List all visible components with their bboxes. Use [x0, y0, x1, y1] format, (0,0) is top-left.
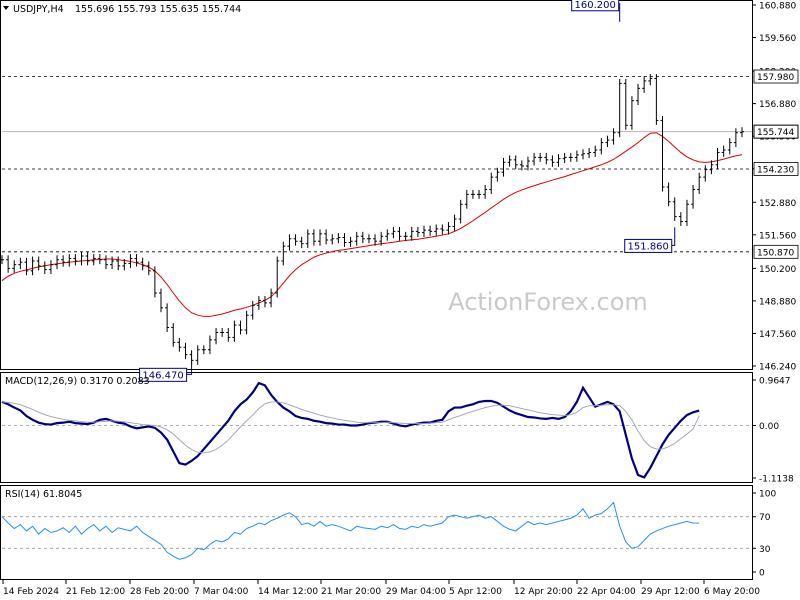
macd-panel-frame [0, 372, 753, 483]
y-tick-label: 160.880 [759, 2, 796, 12]
x-tick-label: 21 Mar 20:00 [321, 587, 381, 597]
annotation-box [571, 0, 620, 12]
x-tick-label: 14 Feb 2024 [3, 587, 59, 597]
rsi-y-tick-label: 0 [759, 569, 765, 579]
macd-signal-line [1, 401, 700, 454]
price-panel-title: USDJPY,H4 [13, 4, 64, 15]
macd-y-tick-label: -1.1138 [759, 475, 794, 485]
watermark: ActionForex.com [448, 288, 648, 316]
level-tag-157.980: 157.980 [753, 69, 799, 84]
macd-line [1, 381, 700, 479]
x-tick-label: 29 Mar 04:00 [386, 587, 446, 597]
annotation-box [139, 367, 188, 382]
current-price-label: 155.744 [757, 128, 794, 138]
level-tag-label: 154.230 [757, 165, 794, 175]
x-tick-label: 5 Apr 12:00 [449, 587, 502, 597]
x-tick-label: 28 Feb 20:00 [130, 587, 189, 597]
y-tick-label: 156.880 [759, 100, 796, 110]
moving-average-line [1, 132, 743, 317]
annotation-pointer [186, 360, 193, 375]
annotation-label: 160.200 [575, 0, 616, 11]
x-tick-label: 6 May 20:00 [704, 587, 760, 597]
level-tag-box [753, 244, 799, 259]
level-tag-label: 150.870 [757, 248, 794, 258]
level-tag-label: 157.980 [757, 73, 794, 83]
level-tag-150.870: 150.870 [753, 244, 799, 259]
y-tick-label: 148.880 [759, 297, 796, 307]
rsi-y-tick-label: 70 [759, 513, 771, 523]
annotation-pointer [671, 227, 676, 246]
y-tick-label: 159.560 [759, 34, 796, 44]
x-tick-label: 21 Feb 12:00 [66, 587, 125, 597]
x-tick-label: 7 Mar 04:00 [194, 587, 249, 597]
rsi-y-tick-label: 30 [759, 545, 771, 555]
x-tick-label: 22 Apr 04:00 [577, 587, 636, 597]
macd-y-tick-label: 0.00 [759, 422, 779, 432]
y-tick-label: 151.560 [759, 231, 796, 241]
macd-y-tick-label: 0.9647 [759, 377, 791, 387]
annotation-146.470: 146.470 [139, 360, 193, 382]
macd-panel-title: MACD(12,26,9) 0.3170 0.2083 [5, 376, 150, 387]
price-panel-frame [0, 0, 753, 370]
annotation-151.860: 151.860 [624, 227, 676, 253]
annotation-label: 151.860 [628, 241, 669, 252]
ohlc-readout: 155.696 155.793 155.635 155.744 [75, 4, 241, 15]
current-price-box [753, 124, 799, 139]
level-tag-154.230: 154.230 [753, 162, 799, 176]
y-tick-label: 152.880 [759, 199, 796, 209]
annotation-label: 146.470 [142, 370, 183, 381]
current-price-tag: 155.744 [753, 124, 799, 139]
annotation-box [624, 238, 673, 253]
annotation-160.200: 160.200 [571, 0, 621, 22]
price-bars [0, 74, 744, 365]
rsi-panel-title: RSI(14) 61.8045 [5, 489, 82, 500]
y-tick-label: 146.240 [759, 363, 796, 373]
level-tag-box [753, 162, 799, 176]
level-tag-box [753, 69, 799, 84]
x-tick-label: 29 Apr 12:00 [641, 587, 700, 597]
rsi-panel-frame [0, 485, 753, 580]
price-title: USDJPY,H4 155.696 155.793 155.635 155.74… [3, 4, 241, 15]
y-tick-label: 150.200 [759, 265, 796, 275]
rsi-line [1, 501, 700, 560]
rsi-y-tick-label: 100 [759, 490, 776, 500]
x-tick-label: 12 Apr 20:00 [514, 587, 573, 597]
caret-down-icon [3, 6, 9, 10]
x-tick-label: 14 Mar 12:00 [258, 587, 318, 597]
y-tick-label: 147.560 [759, 330, 796, 340]
